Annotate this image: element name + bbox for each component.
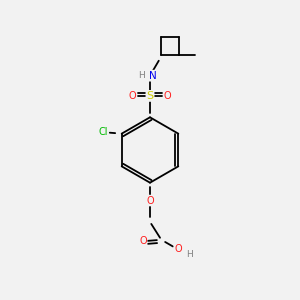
Text: O: O <box>139 236 147 246</box>
Text: O: O <box>164 91 171 101</box>
Text: H: H <box>186 250 193 259</box>
Text: H: H <box>138 71 145 80</box>
Text: O: O <box>129 91 136 101</box>
Text: Cl: Cl <box>98 127 108 137</box>
Text: O: O <box>174 244 182 254</box>
Text: O: O <box>146 196 154 206</box>
Text: N: N <box>149 71 157 81</box>
Text: S: S <box>146 91 154 101</box>
